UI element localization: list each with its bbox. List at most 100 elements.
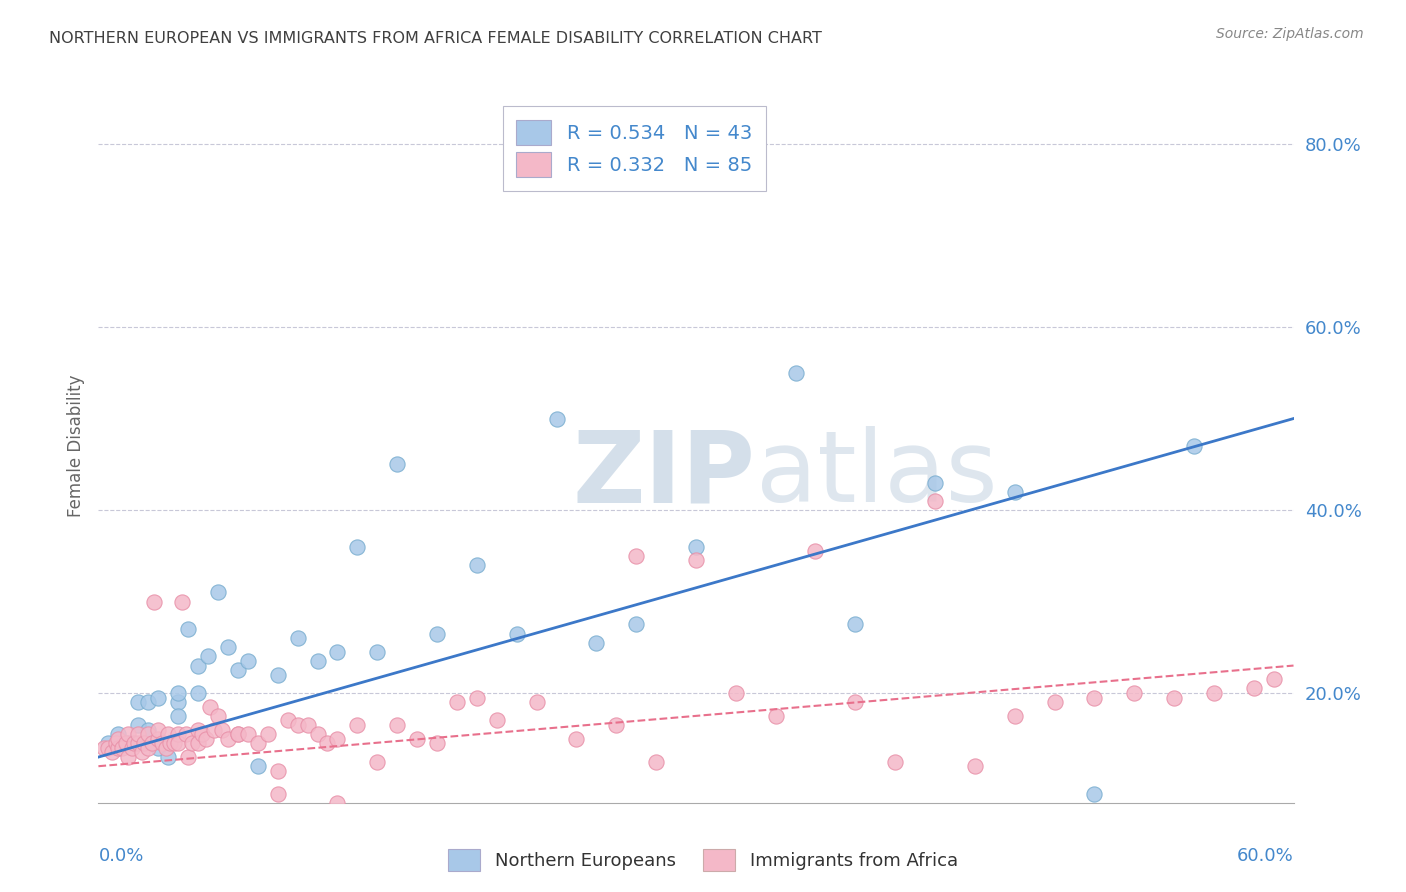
Point — [256, 727, 278, 741]
Point — [307, 654, 329, 668]
Point — [181, 736, 204, 750]
Text: ZIP: ZIP — [572, 426, 756, 523]
Text: Source: ZipAtlas.com: Source: ZipAtlas.com — [1216, 27, 1364, 41]
Point — [844, 617, 866, 632]
Point — [127, 718, 149, 732]
Point — [177, 622, 200, 636]
Point — [167, 727, 190, 741]
Point — [167, 695, 190, 709]
Point — [198, 699, 221, 714]
Text: 0.0%: 0.0% — [98, 847, 143, 864]
Point — [117, 750, 139, 764]
Point — [136, 723, 159, 737]
Point — [111, 740, 134, 755]
Point — [150, 736, 173, 750]
Point — [626, 549, 648, 563]
Point — [155, 740, 177, 755]
Point — [187, 658, 209, 673]
Point — [585, 636, 607, 650]
Point — [366, 755, 388, 769]
Point — [924, 475, 946, 490]
Point — [148, 690, 170, 705]
Point — [267, 787, 290, 801]
Point — [605, 718, 627, 732]
Point — [236, 727, 259, 741]
Point — [526, 695, 548, 709]
Point — [785, 366, 807, 380]
Point — [107, 731, 129, 746]
Point — [465, 690, 488, 705]
Point — [1043, 695, 1066, 709]
Y-axis label: Female Disability: Female Disability — [66, 375, 84, 517]
Point — [385, 718, 409, 732]
Point — [187, 736, 209, 750]
Point — [246, 736, 269, 750]
Point — [207, 585, 229, 599]
Point — [1243, 681, 1265, 696]
Point — [136, 727, 159, 741]
Point — [117, 736, 139, 750]
Point — [316, 736, 339, 750]
Point — [187, 723, 209, 737]
Point — [191, 727, 214, 741]
Point — [107, 740, 129, 755]
Point — [226, 727, 249, 741]
Point — [107, 740, 129, 755]
Point — [107, 727, 129, 741]
Point — [307, 727, 329, 741]
Point — [1083, 787, 1105, 801]
Point — [724, 686, 747, 700]
Text: NORTHERN EUROPEAN VS IMMIGRANTS FROM AFRICA FEMALE DISABILITY CORRELATION CHART: NORTHERN EUROPEAN VS IMMIGRANTS FROM AFR… — [49, 31, 823, 46]
Point — [446, 695, 468, 709]
Point — [685, 553, 707, 567]
Point — [385, 458, 409, 472]
Point — [226, 727, 249, 741]
Point — [172, 594, 194, 608]
Point — [287, 631, 309, 645]
Point — [97, 740, 120, 755]
Point — [1004, 709, 1026, 723]
Point — [326, 731, 349, 746]
Point — [267, 667, 290, 681]
Point — [406, 731, 429, 746]
Legend: R = 0.534   N = 43, R = 0.332   N = 85: R = 0.534 N = 43, R = 0.332 N = 85 — [502, 106, 765, 191]
Point — [159, 736, 181, 750]
Point — [217, 731, 239, 746]
Point — [167, 709, 190, 723]
Point — [177, 750, 200, 764]
Point — [136, 695, 159, 709]
Point — [1202, 686, 1225, 700]
Point — [157, 727, 180, 741]
Point — [546, 411, 568, 425]
Point — [97, 736, 120, 750]
Point — [1163, 690, 1185, 705]
Point — [465, 558, 488, 572]
Point — [167, 686, 190, 700]
Point — [267, 764, 290, 778]
Point — [174, 727, 197, 741]
Point — [101, 746, 124, 760]
Point — [346, 540, 368, 554]
Point — [207, 709, 229, 723]
Point — [226, 663, 249, 677]
Point — [366, 645, 388, 659]
Point — [202, 723, 225, 737]
Text: atlas: atlas — [756, 426, 997, 523]
Point — [963, 759, 986, 773]
Point — [1123, 686, 1146, 700]
Point — [187, 686, 209, 700]
Point — [326, 645, 349, 659]
Point — [844, 695, 866, 709]
Point — [127, 695, 149, 709]
Point — [506, 626, 529, 640]
Point — [426, 626, 449, 640]
Point — [141, 736, 163, 750]
Point — [565, 731, 588, 746]
Point — [626, 617, 648, 632]
Point — [105, 736, 128, 750]
Point — [246, 759, 269, 773]
Text: 60.0%: 60.0% — [1237, 847, 1294, 864]
Point — [685, 540, 707, 554]
Point — [127, 727, 149, 741]
Point — [645, 755, 668, 769]
